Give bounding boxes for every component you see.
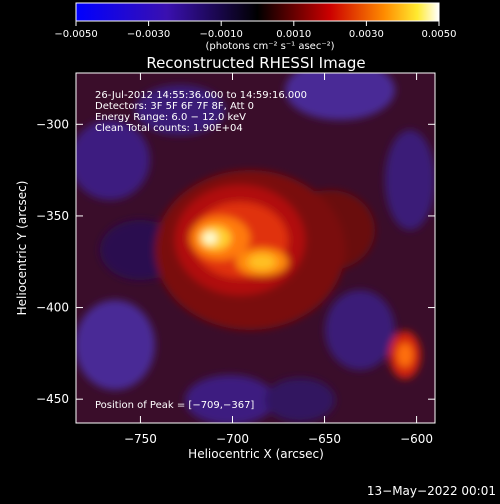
y-tick-label: −300 [36,117,69,131]
annotation-line: Energy Range: 6.0 − 12.0 keV [95,112,246,123]
y-tick-label: −400 [36,301,69,315]
heatmap-image [76,73,435,423]
colorbar-unit-label: (photons cm⁻² s⁻¹ asec⁻²) [205,41,334,52]
y-tick-label: −450 [36,392,69,406]
x-tick-label: −700 [216,432,249,446]
chart-title: Reconstructed RHESSI Image [146,54,365,72]
x-axis-label: Heliocentric X (arcsec) [188,447,324,461]
footer-date: 13−May−2022 00:01 [367,484,496,498]
x-tick-label: −600 [400,432,433,446]
x-tick-label: −750 [124,432,157,446]
plot-frame [75,72,436,424]
colorbar [75,2,440,22]
colorbar-tick-label: 0.0030 [349,29,384,40]
colorbar-tick-label: 0.0050 [422,29,457,40]
colorbar-tick-label: −0.0010 [200,29,243,40]
y-axis-ticks: −300 −350 −400 −450 [36,117,435,406]
x-axis-ticks: −750 −700 −650 −600 [124,73,433,446]
annotation-line: 26-Jul-2012 14:55:36.000 to 14:59:16.000 [95,90,307,101]
peak-position-label: Position of Peak = [−709,−367] [95,400,254,411]
y-tick-label: −350 [36,209,69,223]
annotation-block: 26-Jul-2012 14:55:36.000 to 14:59:16.000… [95,90,307,134]
y-axis-label: Heliocentric Y (arcsec) [15,181,29,316]
x-tick-label: −650 [308,432,341,446]
colorbar-tick-label: 0.0010 [276,29,311,40]
colorbar-tick-label: −0.0050 [54,29,97,40]
annotation-line: Detectors: 3F 5F 6F 7F 8F, Att 0 [95,101,254,112]
colorbar-ticks: −0.0050 −0.0030 −0.0010 0.0010 0.0030 0.0050 [54,21,457,40]
annotation-line: Clean Total counts: 1.90E+04 [95,123,243,134]
colorbar-tick-label: −0.0030 [127,29,170,40]
